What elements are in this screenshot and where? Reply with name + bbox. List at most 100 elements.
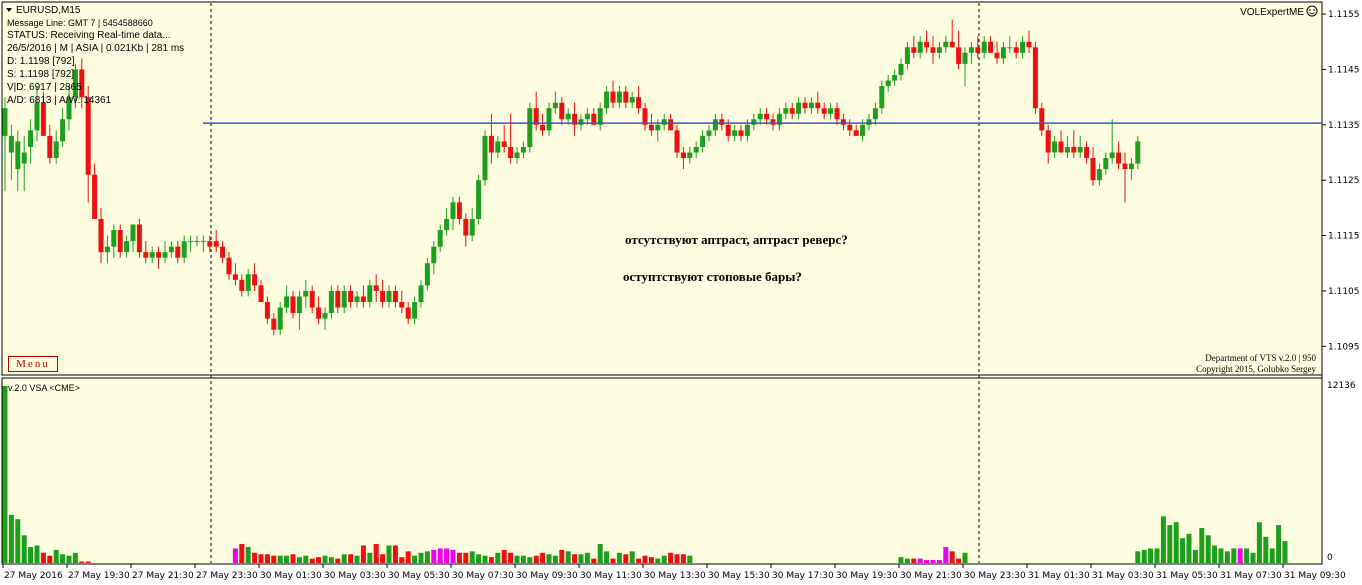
volume-bar xyxy=(463,552,469,563)
candle xyxy=(367,279,373,308)
candle xyxy=(776,108,782,131)
time-tick: 30 May 11:30 xyxy=(578,564,642,581)
volume-bar xyxy=(911,558,917,563)
candle xyxy=(700,130,706,153)
time-tick: 30 May 09:30 xyxy=(514,564,578,581)
watermark-line-2: Copyright 2015, Golubko Sergey xyxy=(1196,364,1316,374)
volume-bar xyxy=(924,560,930,563)
candle xyxy=(1045,124,1051,164)
volume-bar xyxy=(21,535,27,563)
candlestick-series xyxy=(2,19,1141,336)
candle xyxy=(802,97,808,114)
volume-bar xyxy=(437,548,443,563)
volume-bar xyxy=(584,552,590,563)
candle xyxy=(34,86,40,142)
candle xyxy=(943,36,949,53)
candle xyxy=(348,285,354,308)
candle xyxy=(1058,130,1064,153)
price-tick: 1.1145 xyxy=(1322,65,1360,75)
candle xyxy=(693,141,699,159)
price-axis: 1.1155 1.1145 1.1135 1.1125 1.1115 1.1105 1.10… xyxy=(1322,10,1360,352)
volume-bar xyxy=(258,554,264,563)
session-line: 26/5/2016 | M | ASIA | 0.021Kb | 281 ms xyxy=(7,43,185,54)
volume-bar xyxy=(1250,552,1256,563)
volume-bar xyxy=(34,545,40,563)
volume-bar xyxy=(405,551,411,563)
volume-bar xyxy=(367,552,373,563)
candle xyxy=(386,285,392,308)
candle xyxy=(751,113,757,131)
candle xyxy=(796,97,802,120)
volume-bar xyxy=(636,558,642,563)
volume-bar xyxy=(2,386,8,563)
price-tick: 1.1105 xyxy=(1322,287,1360,297)
candle xyxy=(47,124,53,164)
candle xyxy=(392,285,398,308)
menu-button[interactable]: Menu xyxy=(8,356,58,372)
candle xyxy=(770,113,776,131)
volume-bar xyxy=(655,558,661,563)
candle xyxy=(181,235,187,264)
volume-bar xyxy=(264,554,270,563)
candle xyxy=(732,124,738,142)
candle xyxy=(1128,158,1134,181)
candle xyxy=(968,41,974,64)
candle xyxy=(719,113,725,131)
candle xyxy=(642,102,648,131)
candle xyxy=(424,257,430,291)
volume-bar xyxy=(597,544,603,563)
svg-text:30 May 05:30: 30 May 05:30 xyxy=(388,571,450,581)
candle xyxy=(296,290,302,330)
volume-bar xyxy=(15,519,21,563)
volume-bar xyxy=(1269,548,1275,563)
candle xyxy=(565,108,571,125)
candle xyxy=(885,74,891,92)
volume-bar xyxy=(488,557,494,563)
candle xyxy=(904,41,910,70)
time-tick: 31 May 07:30 xyxy=(1218,564,1282,581)
svg-text:30 May 17:30: 30 May 17:30 xyxy=(772,571,834,581)
price-panel-bg xyxy=(1,1,1323,376)
volume-bar xyxy=(271,555,277,563)
candle xyxy=(207,235,213,253)
candle xyxy=(1000,41,1006,64)
candle xyxy=(156,246,162,269)
candle xyxy=(143,241,149,264)
volume-bar xyxy=(303,555,309,563)
volume-bar xyxy=(1135,551,1141,563)
volume-bar xyxy=(604,551,610,563)
svg-text:1.1105: 1.1105 xyxy=(1328,287,1360,297)
candle xyxy=(898,58,904,81)
candle xyxy=(962,47,968,87)
candle xyxy=(405,302,411,325)
volume-bar xyxy=(956,558,962,563)
volume-bar xyxy=(360,545,366,563)
candle xyxy=(847,119,853,136)
candle xyxy=(1109,119,1115,164)
dropdown-triangle-icon[interactable] xyxy=(6,8,12,12)
candle xyxy=(316,296,322,325)
candle xyxy=(8,124,14,181)
candle xyxy=(53,130,59,164)
candle xyxy=(508,113,514,164)
svg-text:31 May 03:30: 31 May 03:30 xyxy=(1092,571,1154,581)
time-tick: 31 May 09:30 xyxy=(1282,564,1346,581)
candle xyxy=(232,263,238,286)
demand-line: D: 1.1198 [792] xyxy=(7,56,75,67)
volume-bar xyxy=(648,557,654,563)
candle xyxy=(60,108,66,147)
candle xyxy=(437,224,443,253)
volume-bar xyxy=(373,544,379,563)
candle xyxy=(444,207,450,236)
price-tick: 1.1125 xyxy=(1322,176,1360,186)
volume-bar xyxy=(290,554,296,563)
candle xyxy=(591,108,597,125)
time-tick: 30 May 07:30 xyxy=(450,564,514,581)
candle xyxy=(578,113,584,131)
svg-text:1.1095: 1.1095 xyxy=(1328,342,1360,352)
price-tick: 1.1115 xyxy=(1322,232,1360,242)
candle xyxy=(373,274,379,303)
volume-bar xyxy=(348,554,354,563)
volume-bar xyxy=(687,555,693,563)
svg-text:30 May 15:30: 30 May 15:30 xyxy=(708,571,770,581)
